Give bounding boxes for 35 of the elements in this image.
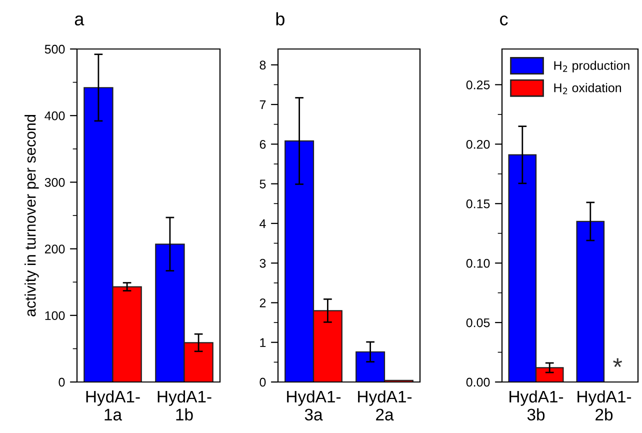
y-tick-label: 0.25	[466, 80, 490, 90]
y-axis-title: activity in turnover per second	[24, 115, 39, 316]
y-tick-label: 5	[260, 180, 266, 188]
y-tick-label: 400	[44, 111, 65, 120]
y-tick-label: 3	[260, 258, 266, 268]
annotation: *	[613, 358, 622, 367]
y-tick-label: 0	[260, 378, 266, 387]
y-tick-label: 8	[260, 60, 266, 70]
y-tick-label: 0.10	[466, 258, 490, 268]
x-tick-label: HydA1- 2b	[578, 390, 632, 421]
bar	[576, 220, 605, 382]
y-tick-label: 100	[45, 311, 65, 320]
y-tick-label: 200	[44, 244, 65, 254]
y-tick-label: 1	[260, 338, 266, 347]
y-tick-label: 0.20	[466, 140, 490, 149]
legend-label: H$_{2}$ oxidation	[554, 83, 622, 94]
y-tick-label: 4	[260, 219, 266, 228]
legend-label: H$_{2}$ production	[554, 60, 630, 72]
chart-title: c	[500, 16, 508, 26]
y-tick-label: 6	[260, 140, 266, 149]
x-tick-label: HydA1- 3a	[287, 390, 341, 421]
y-tick-label: 500	[44, 44, 65, 54]
y-tick-label: 2	[260, 298, 266, 308]
y-tick-label: 0.00	[466, 378, 490, 387]
x-tick-label: HydA1- 3b	[510, 390, 564, 421]
y-tick-label: 0	[58, 378, 65, 387]
chart-title: a	[74, 16, 84, 26]
y-tick-label: 300	[44, 178, 65, 187]
chart-title: b	[276, 12, 284, 26]
x-tick-label: HydA1- 1b	[158, 390, 212, 421]
x-tick-label: HydA1- 2a	[358, 390, 412, 421]
x-tick-label: HydA1- 1a	[86, 390, 140, 421]
y-tick-label: 0.15	[466, 199, 490, 208]
y-tick-label: 0.05	[466, 318, 490, 328]
y-tick-label: 7	[260, 100, 266, 110]
